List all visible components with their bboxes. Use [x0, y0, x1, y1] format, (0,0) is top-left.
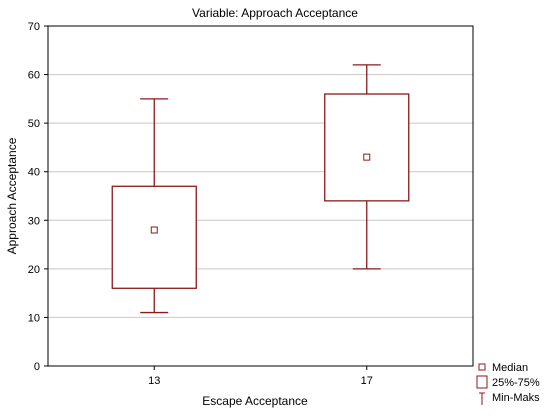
x-tick-label: 17	[361, 375, 373, 387]
x-tick-label: 13	[148, 375, 160, 387]
axes: 0 10 20 30 40 50 60 70 13 17	[28, 21, 373, 387]
box-group-17	[324, 64, 410, 270]
legend: Median 25%-75% Min-Maks	[476, 362, 540, 405]
median-marker	[150, 226, 158, 234]
y-tick-label: 40	[28, 167, 40, 179]
iqr-box	[324, 93, 410, 202]
boxes	[111, 64, 410, 314]
plot-frame	[47, 25, 474, 367]
y-tick-label: 30	[28, 215, 40, 227]
legend-whisker-marker	[479, 392, 485, 405]
y-tick-label: 60	[28, 70, 40, 82]
legend-box-marker	[476, 375, 488, 389]
legend-median-marker	[478, 363, 486, 371]
legend-median-label: Median	[492, 362, 528, 374]
legend-box-label: 25%-75%	[492, 377, 540, 389]
iqr-box	[111, 185, 197, 289]
legend-whisker-label: Min-Maks	[492, 392, 540, 404]
y-tick-label: 10	[28, 312, 40, 324]
y-tick-label: 70	[28, 21, 40, 33]
y-tick-label: 0	[34, 361, 40, 373]
chart-title: Variable: Approach Acceptance	[192, 6, 358, 20]
y-tick-label: 20	[28, 264, 40, 276]
box-group-13	[111, 98, 197, 314]
y-axis-label: Approach Acceptance	[5, 137, 19, 254]
x-axis-label: Escape Acceptance	[202, 394, 308, 408]
median-marker	[363, 153, 371, 161]
y-tick-label: 50	[28, 118, 40, 130]
